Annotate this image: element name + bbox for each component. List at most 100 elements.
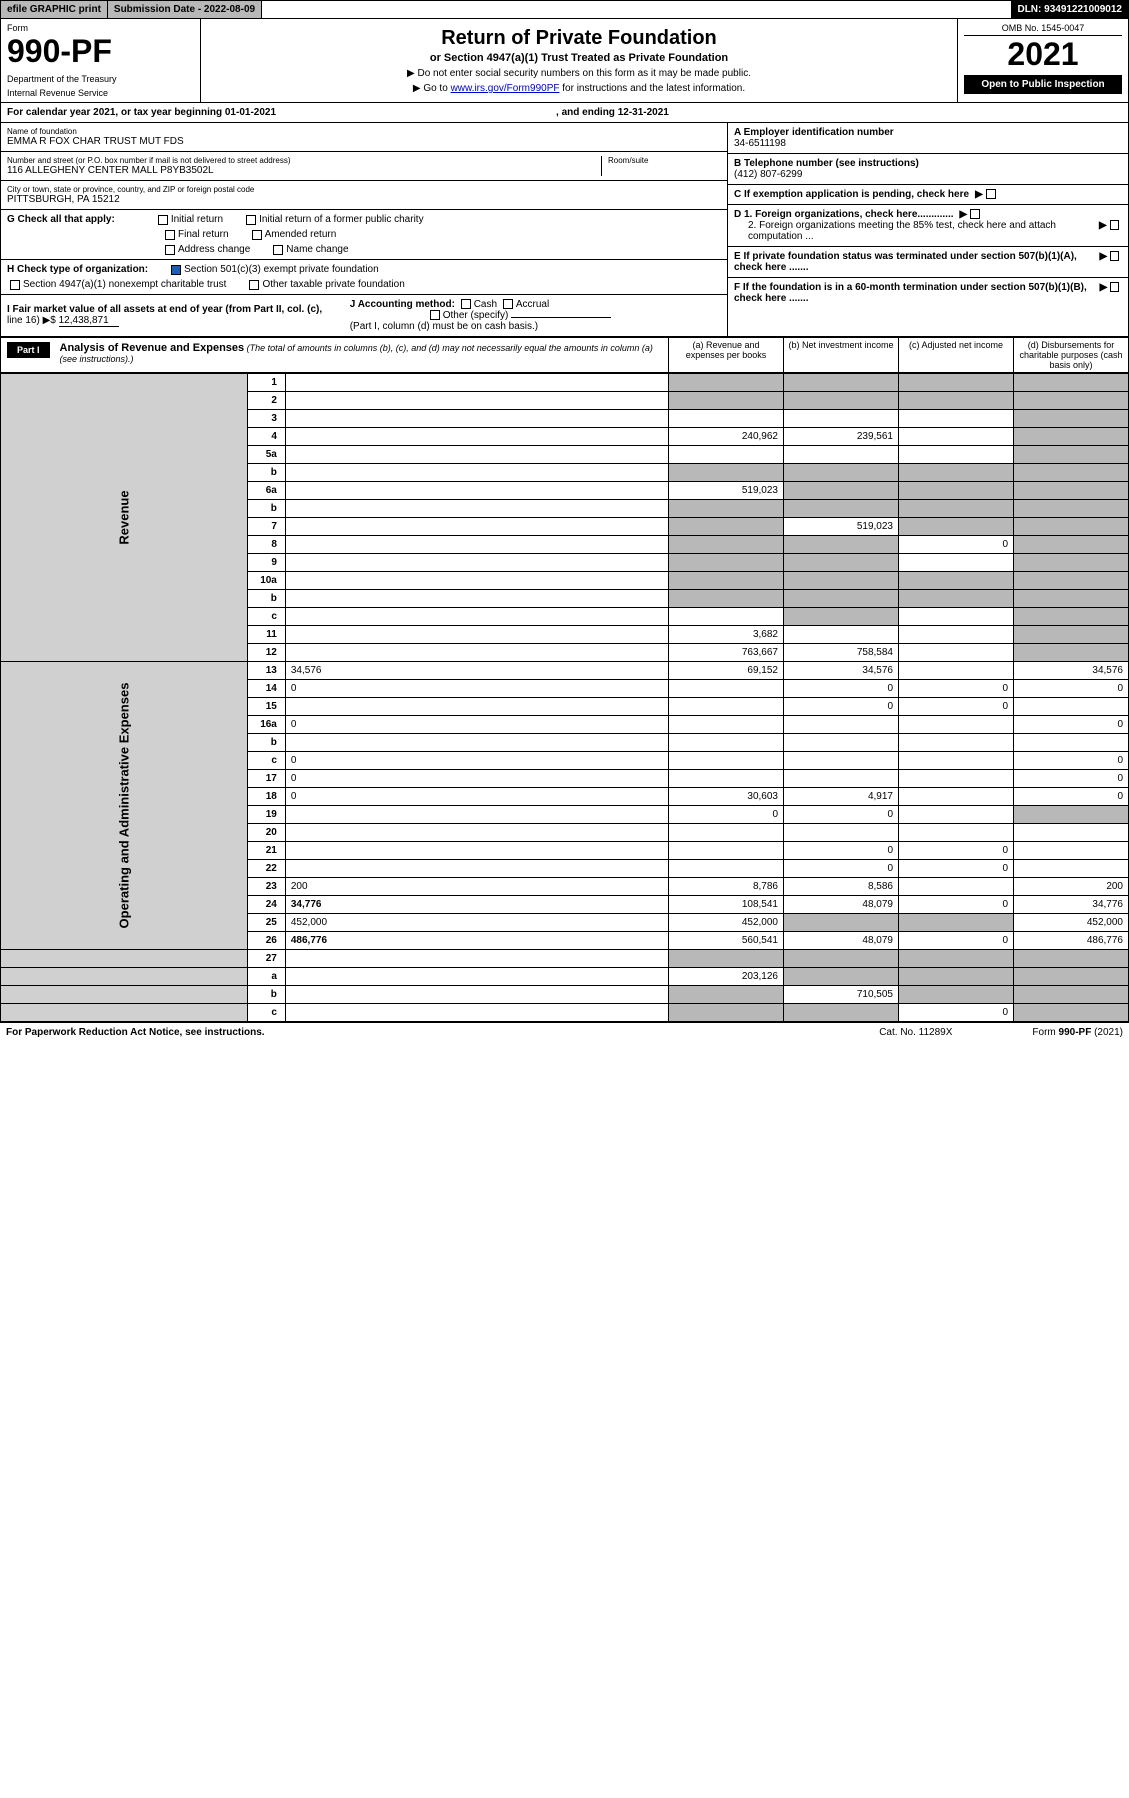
table-row: b710,505: [1, 986, 1129, 1004]
checkbox-final-return[interactable]: [165, 230, 175, 240]
cal-text1: For calendar year 2021, or tax year begi…: [7, 107, 276, 118]
value-cell-b: [784, 770, 899, 788]
value-cell-d: [1014, 482, 1129, 500]
checkbox-initial-former[interactable]: [246, 215, 256, 225]
line-description: [285, 518, 668, 536]
dept-line1: Department of the Treasury: [7, 74, 194, 84]
checkbox-name-change[interactable]: [273, 245, 283, 255]
value-cell-b: [784, 464, 899, 482]
value-cell-b: [784, 968, 899, 986]
value-cell-b: [784, 626, 899, 644]
line-description: [285, 572, 668, 590]
value-cell-b: [784, 608, 899, 626]
value-cell-d: [1014, 1004, 1129, 1022]
value-cell-d: [1014, 698, 1129, 716]
h-checks: H Check type of organization: Section 50…: [1, 260, 727, 295]
value-cell-c: [899, 464, 1014, 482]
line-number: 22: [247, 860, 285, 878]
checkbox-accrual[interactable]: [503, 299, 513, 309]
value-cell-c: [899, 518, 1014, 536]
omb-number: OMB No. 1545-0047: [964, 23, 1122, 36]
i-line: line 16) ▶$: [7, 315, 56, 326]
line-number: 20: [247, 824, 285, 842]
checkbox-d2[interactable]: [1110, 220, 1119, 230]
value-cell-c: [899, 716, 1014, 734]
foundation-name-cell: Name of foundation EMMA R FOX CHAR TRUST…: [1, 123, 727, 152]
checkbox-c[interactable]: [986, 189, 996, 199]
value-cell-d: 0: [1014, 770, 1129, 788]
line-number: c: [247, 1004, 285, 1022]
value-cell-d: 34,576: [1014, 662, 1129, 680]
arrow-icon: ▶: [975, 189, 983, 200]
value-cell-b: 0: [784, 860, 899, 878]
checkbox-f[interactable]: [1110, 282, 1119, 292]
checkbox-address-change[interactable]: [165, 245, 175, 255]
line-description: 0: [285, 716, 668, 734]
phone-value: (412) 807-6299: [734, 169, 1122, 180]
value-cell-c: 0: [899, 680, 1014, 698]
checkbox-4947a1[interactable]: [10, 280, 20, 290]
value-cell-b: [784, 392, 899, 410]
value-cell-d: 0: [1014, 716, 1129, 734]
checkbox-e[interactable]: [1110, 251, 1119, 261]
foundation-name: EMMA R FOX CHAR TRUST MUT FDS: [7, 136, 721, 147]
value-cell-b: [784, 950, 899, 968]
value-cell-a: [669, 392, 784, 410]
value-cell-c: [899, 752, 1014, 770]
form-number: 990-PF: [7, 33, 194, 70]
line-number: 13: [247, 662, 285, 680]
value-cell-b: 4,917: [784, 788, 899, 806]
part1-title: Analysis of Revenue and Expenses: [60, 342, 245, 354]
footer-center: Cat. No. 11289X: [879, 1027, 952, 1038]
value-cell-b: [784, 554, 899, 572]
checkbox-amended[interactable]: [252, 230, 262, 240]
value-cell-a: [669, 536, 784, 554]
value-cell-a: [669, 770, 784, 788]
line-number: 1: [247, 374, 285, 392]
form-label: Form: [7, 23, 194, 33]
value-cell-a: 519,023: [669, 482, 784, 500]
checkbox-501c3[interactable]: [171, 265, 181, 275]
value-cell-d: 200: [1014, 878, 1129, 896]
value-cell-c: 0: [899, 698, 1014, 716]
value-cell-d: [1014, 950, 1129, 968]
value-cell-c: [899, 644, 1014, 662]
g-checks: G Check all that apply: Initial return I…: [1, 210, 727, 260]
line-number: 26: [247, 932, 285, 950]
checkbox-initial-return[interactable]: [158, 215, 168, 225]
irs-link[interactable]: www.irs.gov/Form990PF: [451, 83, 560, 94]
value-cell-b: 48,079: [784, 932, 899, 950]
line-description: [285, 500, 668, 518]
value-cell-b: [784, 752, 899, 770]
value-cell-c: [899, 500, 1014, 518]
b-label: B Telephone number (see instructions): [734, 158, 1122, 169]
value-cell-c: [899, 626, 1014, 644]
revenue-table: Revenue1234240,962239,5615ab6a519,023b75…: [0, 373, 1129, 1022]
line-description: [285, 392, 668, 410]
value-cell-a: 3,682: [669, 626, 784, 644]
checkbox-other-taxable[interactable]: [249, 280, 259, 290]
line-number: 18: [247, 788, 285, 806]
line-description: [285, 806, 668, 824]
checkbox-cash[interactable]: [461, 299, 471, 309]
value-cell-d: [1014, 626, 1129, 644]
value-cell-a: [669, 518, 784, 536]
value-cell-b: 239,561: [784, 428, 899, 446]
value-cell-b: [784, 536, 899, 554]
line-description: 200: [285, 878, 668, 896]
value-cell-a: [669, 500, 784, 518]
value-cell-a: [669, 698, 784, 716]
value-cell-d: [1014, 392, 1129, 410]
checkbox-d1[interactable]: [970, 209, 980, 219]
line-description: 34,576: [285, 662, 668, 680]
value-cell-d: [1014, 986, 1129, 1004]
value-cell-c: [899, 374, 1014, 392]
value-cell-d: [1014, 734, 1129, 752]
line-description: [285, 464, 668, 482]
form-header: Form 990-PF Department of the Treasury I…: [0, 19, 1129, 103]
checkbox-other-method[interactable]: [430, 310, 440, 320]
line-description: [285, 410, 668, 428]
value-cell-d: [1014, 464, 1129, 482]
value-cell-a: [669, 734, 784, 752]
value-cell-c: [899, 608, 1014, 626]
